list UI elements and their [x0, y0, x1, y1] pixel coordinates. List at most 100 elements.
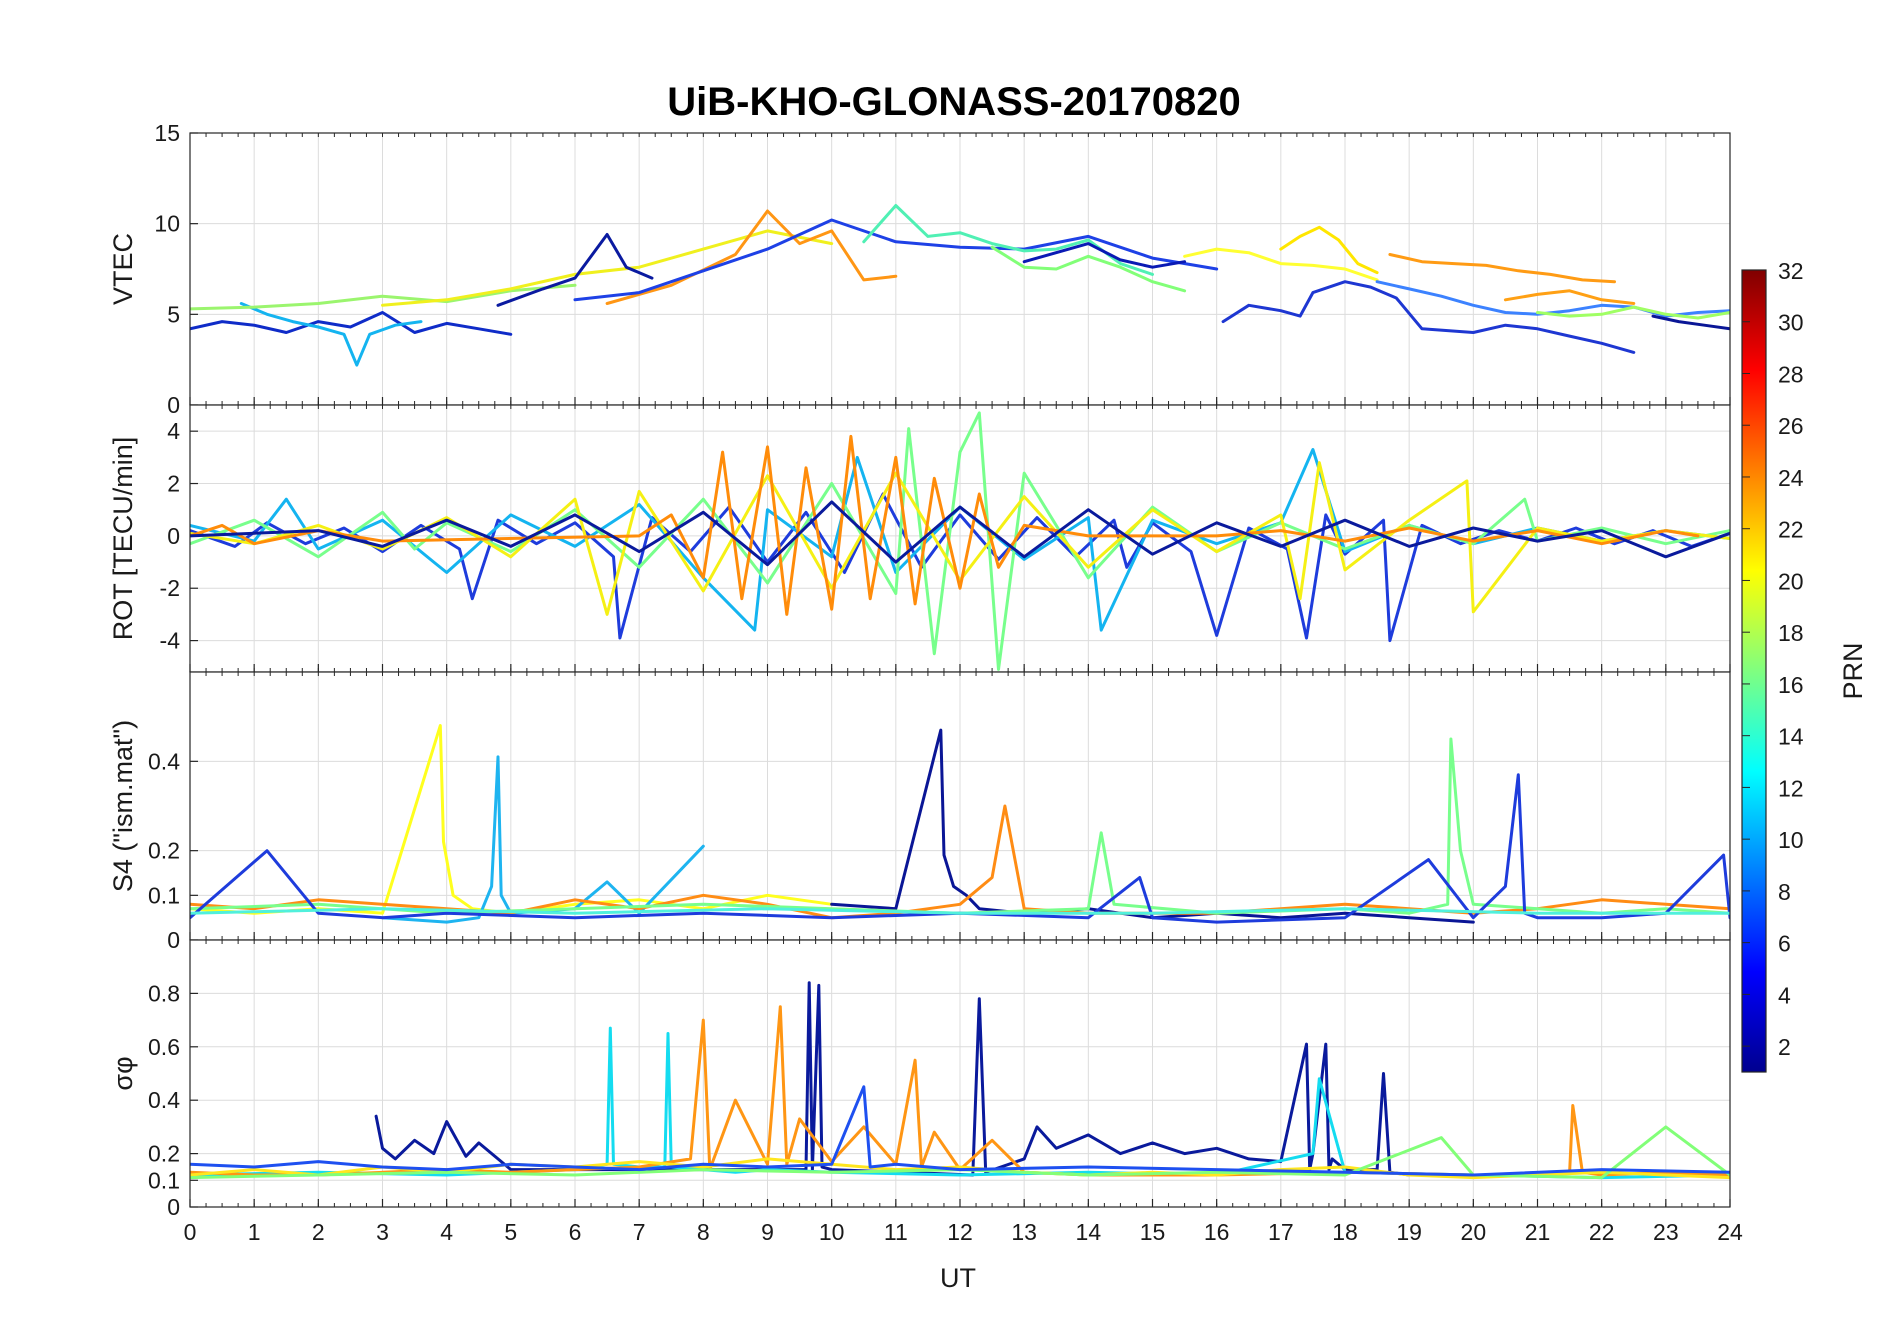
x-tick-label: 10 [819, 1219, 845, 1245]
colorbar-tick-label: 6 [1778, 931, 1791, 957]
series-line [190, 907, 1730, 915]
series-line [190, 461, 1730, 616]
colorbar-tick-label: 16 [1778, 672, 1804, 698]
series-line [381, 229, 834, 307]
panel-vtec: 0 5 10 15 VTEC [108, 120, 1731, 418]
x-tick-label: 3 [376, 1219, 389, 1245]
series-line [1183, 247, 1379, 282]
y-tick-label: 0 [167, 392, 180, 418]
y-tick-label: 2 [167, 471, 180, 497]
series-line [1503, 289, 1636, 305]
series-group [190, 204, 1730, 367]
colorbar-tick-label: 22 [1778, 517, 1804, 543]
colorbar-tick-label: 2 [1778, 1034, 1791, 1060]
x-tick-label: 21 [1525, 1219, 1551, 1245]
panel-frame [189, 939, 1731, 1208]
panel-rot: -4 -2 0 2 4 ROT [TECU/min] [108, 404, 1731, 673]
colorbar-tick-label: 28 [1778, 361, 1804, 387]
colorbar-tick-label: 24 [1778, 465, 1804, 491]
y-axis-label: S4 ("ism.mat") [108, 720, 138, 892]
colorbar-tick-label: 30 [1778, 310, 1804, 336]
y-tick-label: 0 [167, 927, 180, 953]
series-line [374, 981, 1411, 1177]
y-tick-label: 15 [154, 120, 180, 146]
x-tick-label: 16 [1204, 1219, 1230, 1245]
y-tick-label: 0.2 [148, 1141, 180, 1167]
x-tick-label: 15 [1140, 1219, 1166, 1245]
x-tick-label: 0 [184, 1219, 197, 1245]
series-line [190, 737, 1730, 915]
y-tick-label: 0.4 [148, 1087, 180, 1113]
colorbar-gradient [1741, 269, 1767, 1073]
x-tick-label: 24 [1717, 1219, 1743, 1245]
y-tick-label: 5 [167, 301, 180, 327]
x-tick-label: 12 [947, 1219, 973, 1245]
series-line [190, 311, 513, 336]
x-tick-label: 22 [1589, 1219, 1615, 1245]
y-tick-label: 0.2 [148, 838, 180, 864]
series-line [190, 804, 1730, 920]
y-axis-label: ROT [TECU/min] [108, 437, 138, 641]
chart-title: UiB-KHO-GLONASS-20170820 [667, 80, 1241, 124]
y-tick-label: 10 [154, 211, 180, 237]
series-group [190, 724, 1730, 924]
series-line [605, 209, 898, 305]
series-line [1279, 225, 1379, 275]
x-tick-label: 1 [248, 1219, 261, 1245]
x-tick-label: 8 [697, 1219, 710, 1245]
series-line [190, 500, 1730, 567]
series-line [190, 1125, 1730, 1180]
y-tick-label: -2 [160, 575, 180, 601]
x-tick-label: 23 [1653, 1219, 1679, 1245]
x-axis-label: UT [940, 1263, 976, 1293]
x-tick-label: 4 [440, 1219, 453, 1245]
colorbar-tick-label: 14 [1778, 724, 1804, 750]
series-line [1536, 305, 1730, 320]
colorbar-tick-label: 20 [1778, 568, 1804, 594]
y-tick-label: 4 [167, 418, 180, 444]
colorbar-tick-label: 32 [1778, 258, 1804, 284]
colorbar-tick-label: 26 [1778, 413, 1804, 439]
series-line [381, 755, 705, 924]
x-axis-tick-labels: 0 1 2 3 4 5 6 7 8 9 10 11 12 13 14 15 16 17 18 19 20 21 22 23 24 [184, 1219, 1743, 1245]
y-tick-label: 0.1 [148, 1167, 180, 1193]
panel-s4: 0 0.1 0.2 0.4 S4 ("ism.mat") [108, 671, 1731, 953]
series-line [190, 411, 1730, 671]
series-line [1388, 253, 1616, 284]
y-tick-label: 0 [167, 523, 180, 549]
y-tick-label: 0.1 [148, 882, 180, 908]
series-line [190, 283, 577, 311]
series-group [190, 981, 1730, 1180]
y-tick-label: 0.8 [148, 980, 180, 1006]
y-axis-label: VTEC [108, 233, 138, 305]
x-tick-label: 20 [1461, 1219, 1487, 1245]
x-tick-label: 14 [1076, 1219, 1102, 1245]
y-tick-label: 0.6 [148, 1034, 180, 1060]
series-group [190, 411, 1730, 671]
x-tick-label: 7 [633, 1219, 646, 1245]
x-tick-label: 5 [504, 1219, 517, 1245]
x-tick-label: 19 [1396, 1219, 1422, 1245]
x-tick-label: 9 [761, 1219, 774, 1245]
series-line [1022, 242, 1187, 269]
x-tick-label: 13 [1011, 1219, 1037, 1245]
series-line [190, 773, 1730, 924]
x-tick-label: 17 [1268, 1219, 1294, 1245]
series-line [239, 302, 423, 367]
series-line [190, 434, 1700, 616]
panel-sigma: 00.10.2 0.4 0.6 0.8 σφ [108, 939, 1731, 1220]
y-axis-label: σφ [108, 1056, 138, 1090]
colorbar-label: PRN [1838, 642, 1868, 699]
colorbar-tick-label: 12 [1778, 775, 1804, 801]
colorbar-tick-label: 4 [1778, 982, 1791, 1008]
colorbar-tick-label: 10 [1778, 827, 1804, 853]
series-line [1651, 314, 1730, 331]
x-tick-label: 2 [312, 1219, 325, 1245]
y-tick-label: -4 [160, 628, 181, 654]
series-line [573, 218, 1219, 302]
x-tick-label: 11 [884, 1219, 908, 1245]
x-tick-label: 6 [569, 1219, 582, 1245]
